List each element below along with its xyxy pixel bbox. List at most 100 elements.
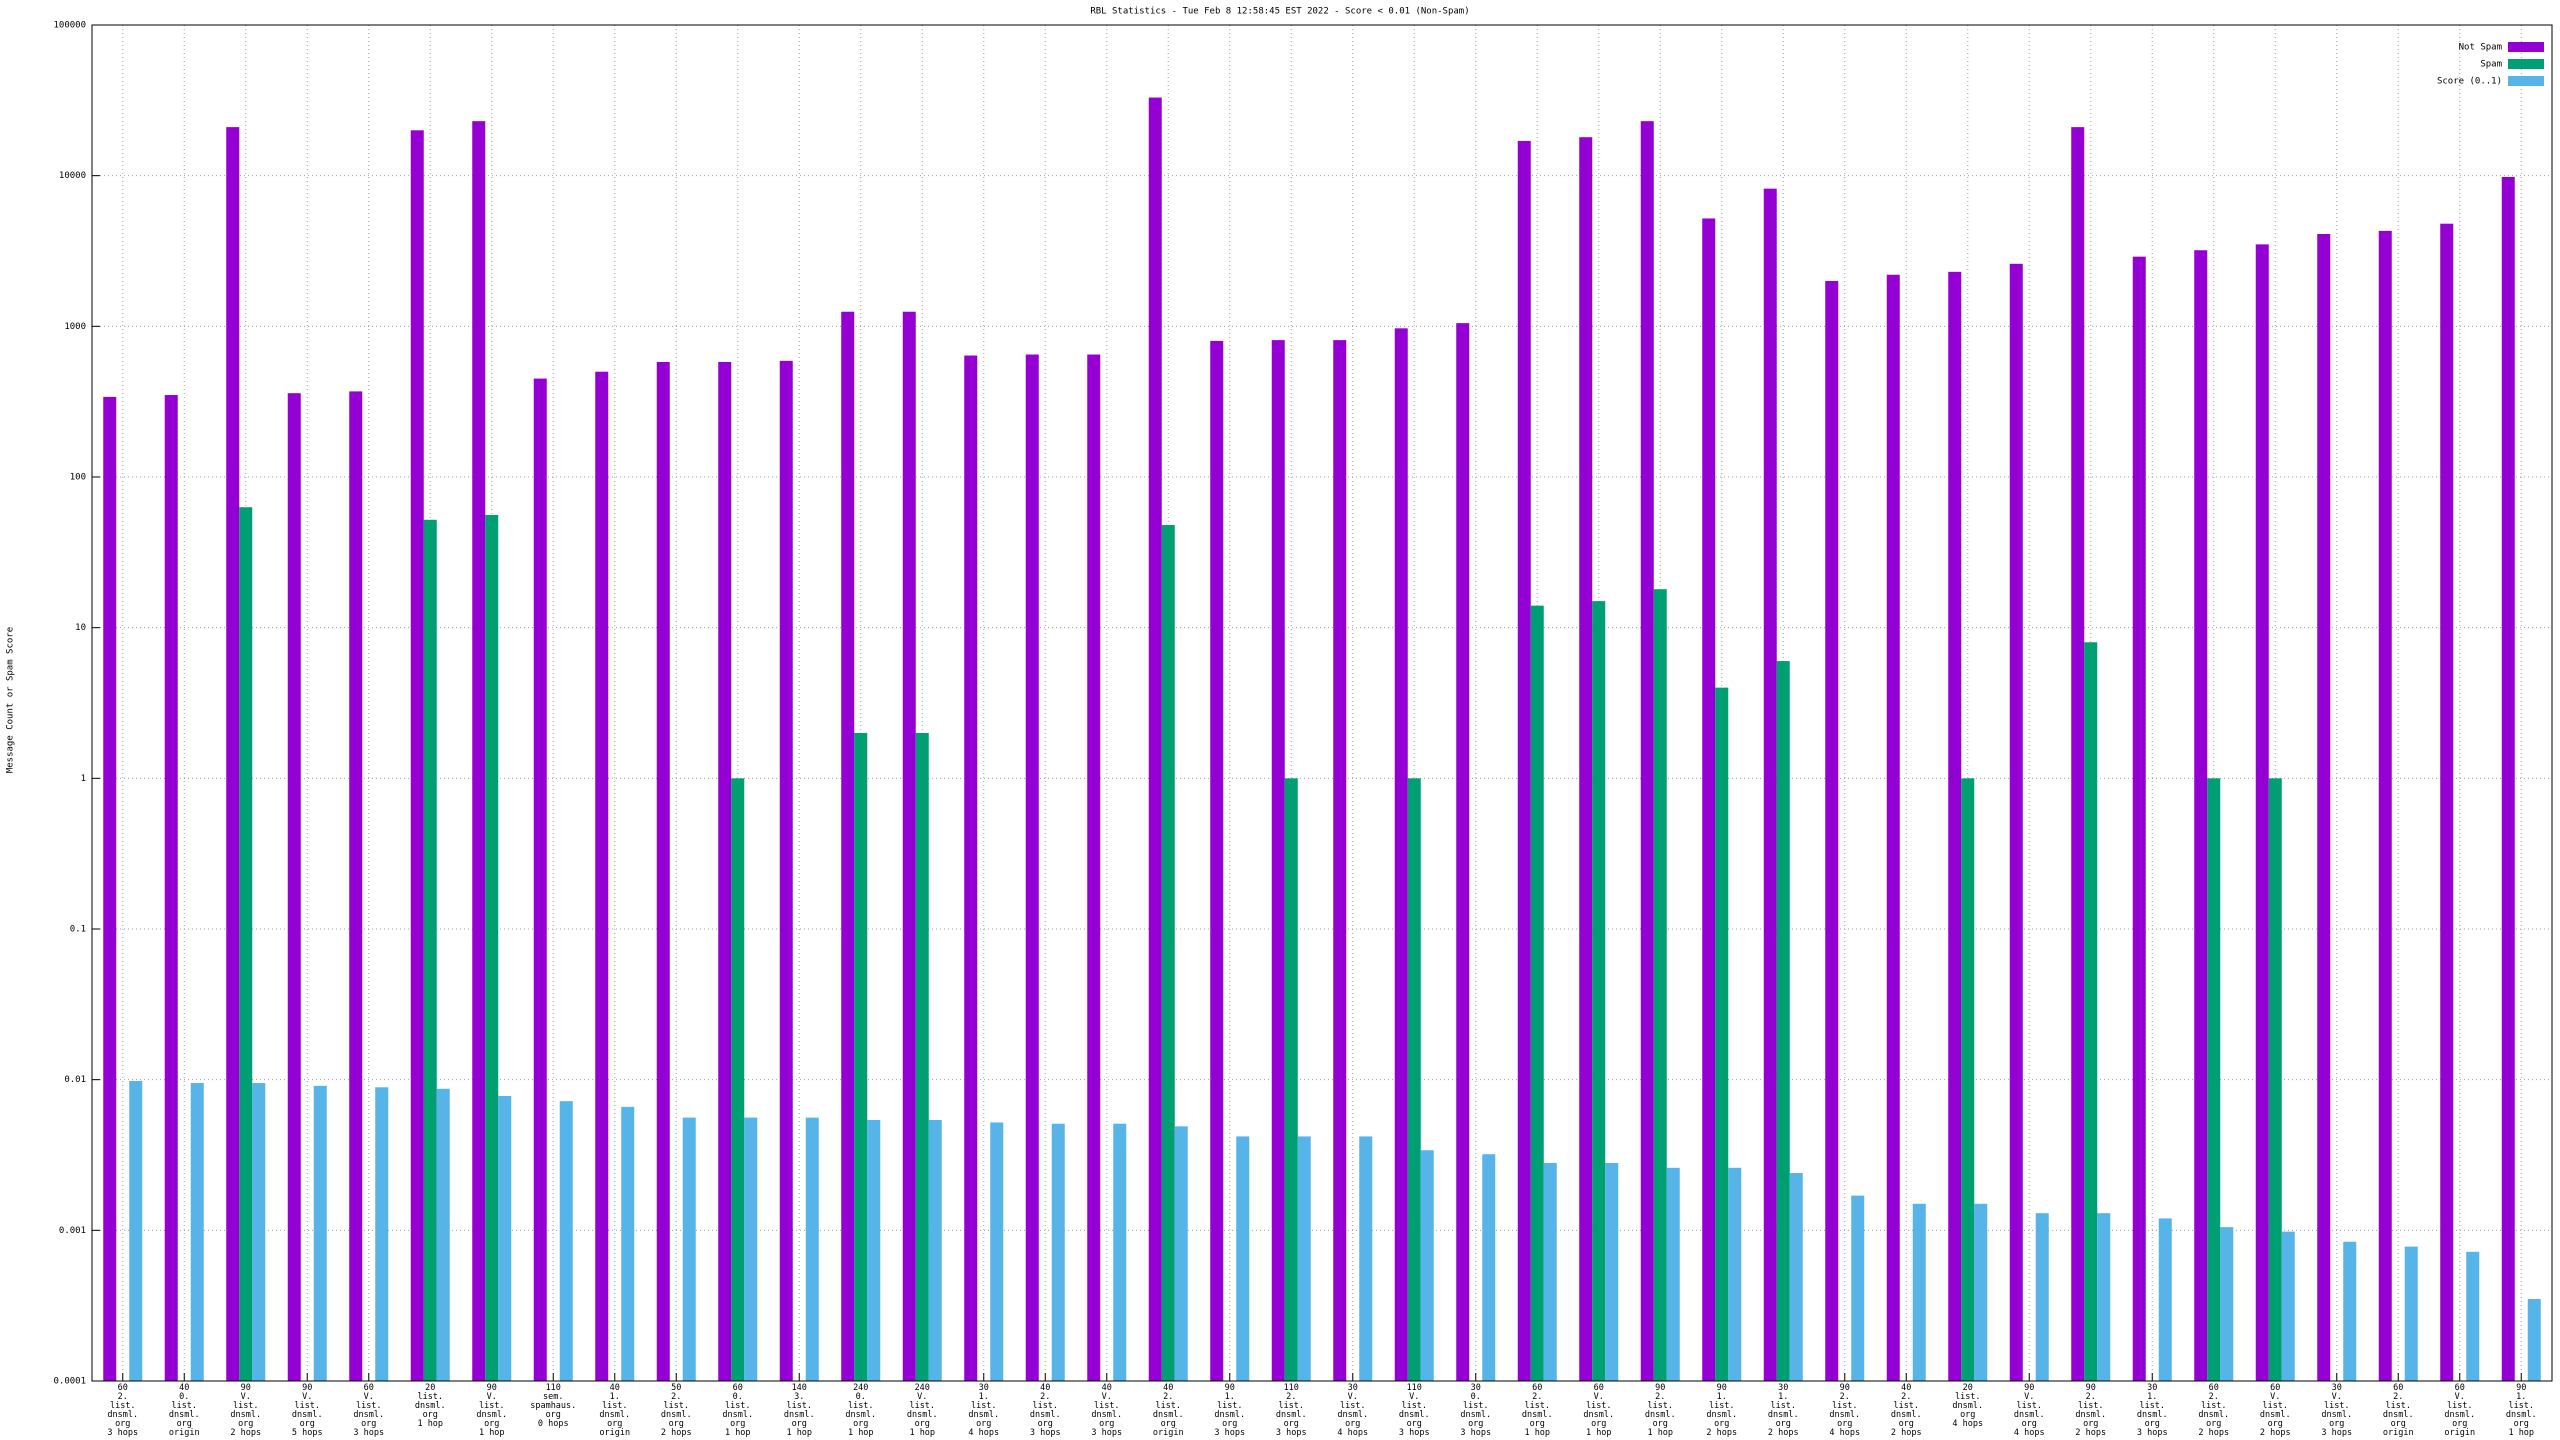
bar <box>1236 1136 1250 1381</box>
bar <box>964 355 978 1382</box>
bar <box>287 393 301 1382</box>
bar <box>1640 121 1654 1381</box>
y-tick-label: 1000 <box>64 322 86 332</box>
x-tick-label: 60 V. list. dnsml. org 2 hops <box>2259 1383 2291 1438</box>
bar <box>1407 778 1421 1381</box>
bar <box>1605 1162 1619 1381</box>
bar <box>1113 1123 1127 1381</box>
bar <box>1174 1126 1188 1381</box>
x-tick-label: 90 2. list. dnsml. org 1 hop <box>1644 1383 1676 1438</box>
bar <box>423 519 437 1381</box>
x-tick-label: 90 1. list. dnsml. org 2 hops <box>1706 1383 1738 1438</box>
bar <box>1715 687 1729 1381</box>
bar <box>2084 642 2098 1381</box>
bar <box>2207 778 2221 1381</box>
x-tick-label: 60 2. list. dnsml. org 2 hops <box>2198 1383 2230 1438</box>
bar <box>559 1101 573 1381</box>
bar <box>1297 1136 1311 1381</box>
bar <box>2194 250 2208 1381</box>
bar <box>1161 525 1175 1381</box>
bar <box>1653 589 1667 1381</box>
bar <box>375 1087 389 1381</box>
bar <box>2281 1231 2295 1381</box>
y-tick-label: 0.1 <box>70 925 86 935</box>
bar <box>2501 176 2515 1381</box>
bar <box>2220 1227 2234 1381</box>
x-tick-label: 240 V. list. dnsml. org 1 hop <box>906 1383 938 1438</box>
legend-swatch <box>2508 59 2544 69</box>
x-tick-label: 20 list. dnsml. org 4 hops <box>1952 1383 1984 1429</box>
bar <box>1974 1203 1988 1381</box>
bar <box>1592 601 1606 1381</box>
x-tick-label: 90 V. list. dnsml. org 5 hops <box>291 1383 323 1438</box>
bar <box>1666 1167 1680 1381</box>
bar <box>1961 778 1975 1381</box>
x-tick-label: 30 V. list. dnsml. org 4 hops <box>1337 1383 1369 1438</box>
x-tick-label: 60 V. list. dnsml. org origin <box>2444 1383 2476 1438</box>
bar <box>2527 1299 2541 1381</box>
x-tick-label: 50 2. list. dnsml. org 2 hops <box>660 1383 692 1438</box>
bar <box>1530 605 1544 1381</box>
x-tick-label: 90 2. list. dnsml. org 2 hops <box>2075 1383 2107 1438</box>
bar <box>2404 1246 2418 1381</box>
bar <box>656 361 670 1382</box>
bar <box>718 361 732 1382</box>
bar <box>1025 354 1039 1382</box>
bar <box>779 360 793 1382</box>
bar <box>226 127 240 1382</box>
bar <box>2035 1213 2049 1381</box>
legend-label: Not Spam <box>2459 43 2502 53</box>
x-tick-label: 90 V. list. dnsml. org 2 hops <box>230 1383 262 1438</box>
bar <box>313 1085 327 1381</box>
y-tick-label: 0.001 <box>59 1226 86 1236</box>
bar <box>103 396 117 1381</box>
legend-swatch <box>2508 76 2544 86</box>
bar <box>533 378 547 1381</box>
bar <box>928 1119 942 1381</box>
y-tick-label: 0.01 <box>64 1075 86 1085</box>
bar <box>190 1083 204 1381</box>
bar <box>2009 263 2023 1381</box>
x-tick-label: 60 2. list. dnsml. org 3 hops <box>107 1383 139 1438</box>
bar <box>472 121 486 1381</box>
bar <box>1148 97 1162 1381</box>
bar <box>1359 1136 1373 1381</box>
x-tick-label: 110 V. list. dnsml. org 3 hops <box>1398 1383 1430 1438</box>
x-tick-label: 30 1. list. dnsml. org 3 hops <box>2136 1383 2168 1438</box>
x-tick-label: 40 0. list. dnsml. org origin <box>168 1383 200 1438</box>
x-tick-label: 40 1. list. dnsml. org origin <box>599 1383 631 1438</box>
x-tick-label: 30 1. list. dnsml. org 4 hops <box>968 1383 1000 1438</box>
x-tick-label: 60 2. list. dnsml. org origin <box>2382 1383 2414 1438</box>
x-tick-label: 90 2. list. dnsml. org 4 hops <box>1829 1383 1861 1438</box>
bar <box>485 514 499 1381</box>
bar <box>2097 1213 2111 1381</box>
x-tick-label: 90 V. list. dnsml. org 1 hop <box>476 1383 508 1438</box>
bar <box>731 778 745 1381</box>
x-tick-label: 90 1. list. dnsml. org 1 hop <box>2505 1383 2537 1438</box>
bar <box>252 1083 266 1381</box>
x-tick-label: 60 2. list. dnsml. org 1 hop <box>1521 1383 1553 1438</box>
bar <box>1271 340 1285 1381</box>
x-tick-label: 140 3. list. dnsml. org 1 hop <box>783 1383 815 1438</box>
bar <box>129 1080 143 1381</box>
bar <box>1420 1150 1434 1381</box>
bar <box>1948 271 1962 1381</box>
bar <box>2132 256 2146 1381</box>
bar <box>2158 1218 2172 1381</box>
bar <box>1482 1154 1496 1381</box>
bar <box>1456 323 1470 1381</box>
bar <box>682 1117 696 1381</box>
x-tick-label: 30 0. list. dnsml. org 3 hops <box>1460 1383 1492 1438</box>
bar <box>349 391 363 1381</box>
chart-title: RBL Statistics - Tue Feb 8 12:58:45 EST … <box>1090 7 1469 17</box>
bar <box>436 1088 450 1381</box>
y-tick-label: 100000 <box>53 21 86 31</box>
bar <box>1728 1167 1742 1381</box>
bar <box>902 311 916 1382</box>
x-tick-label: 60 V. list. dnsml. org 3 hops <box>353 1383 385 1438</box>
bar <box>805 1117 819 1381</box>
x-tick-label: 60 0. list. dnsml. org 1 hop <box>722 1383 754 1438</box>
bar <box>915 732 929 1381</box>
x-tick-label: 90 V. list. dnsml. org 4 hops <box>2013 1383 2045 1438</box>
bar <box>2071 127 2085 1382</box>
